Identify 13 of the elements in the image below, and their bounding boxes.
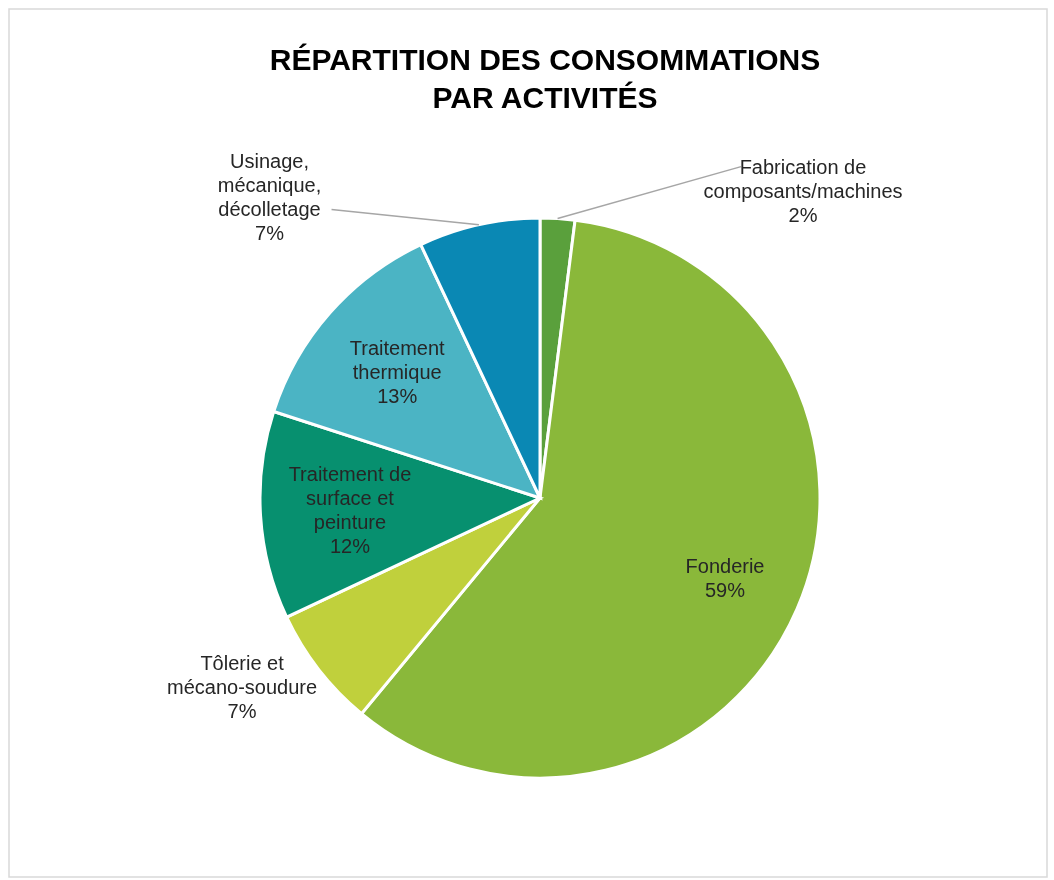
slice-label: Traitement de surface et peinture (288, 462, 412, 533)
data-label: 7% (255, 222, 285, 245)
data-label: 2% (788, 203, 818, 226)
data-label: 7% (227, 699, 257, 722)
data-label: 59% (705, 579, 746, 602)
slice-label: Tôlerie et mécano-soudure (167, 651, 318, 698)
data-label: 12% (329, 534, 371, 557)
slice-label: Usinage, mécanique, décolletage (217, 150, 322, 221)
slice-label: Fabrication de composants/machines (703, 155, 903, 202)
slice-label: Fonderie (685, 555, 765, 578)
chart-title: RÉPARTITION DES CONSOMMATIONS PAR ACTIVITÉS (269, 43, 821, 114)
slice-label: Traitement thermique (349, 337, 446, 384)
data-label: 13% (377, 385, 418, 408)
